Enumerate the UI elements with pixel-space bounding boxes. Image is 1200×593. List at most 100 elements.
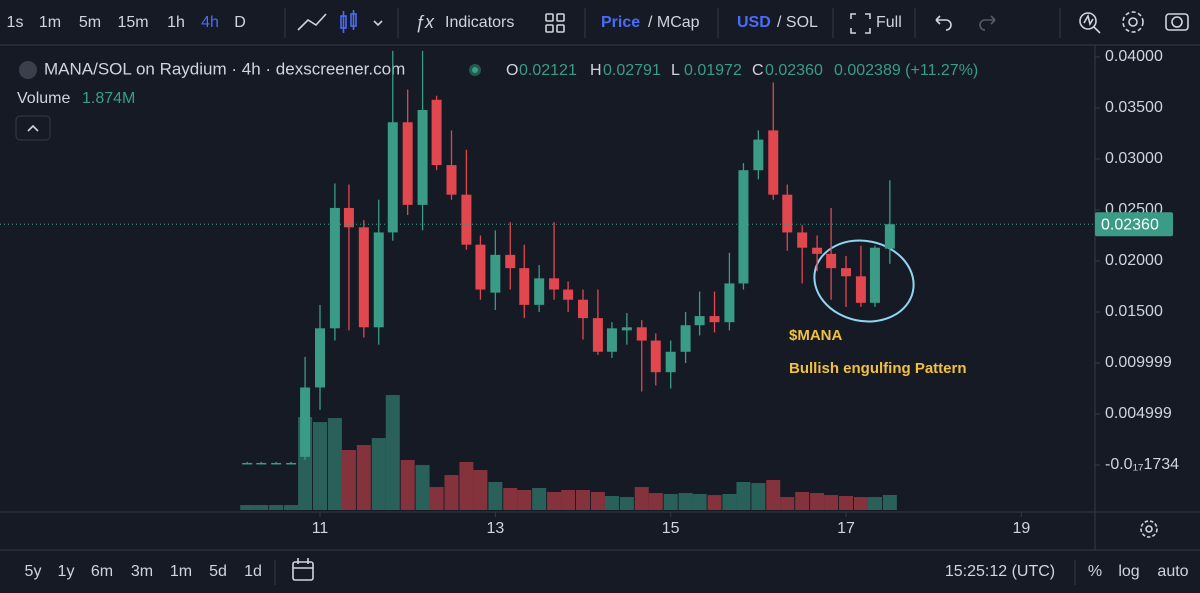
volume-bar: [488, 482, 503, 510]
usd-toggle[interactable]: USD: [737, 14, 771, 31]
volume-bar: [839, 496, 854, 510]
volume-bar: [561, 490, 576, 510]
undo-icon[interactable]: [935, 15, 952, 31]
last-price-label: 0.02360: [1101, 216, 1159, 233]
candle-body: [286, 462, 297, 465]
y-tick-label: 0.02000: [1105, 252, 1163, 269]
volume-bar: [648, 493, 663, 510]
ohlc-value: 0.02121: [519, 62, 577, 79]
status-dot-core: [472, 67, 478, 73]
sol-toggle[interactable]: / SOL: [777, 14, 818, 31]
volume-bar: [240, 505, 255, 510]
y-tick-label: 0.03000: [1105, 150, 1163, 167]
candle-body: [256, 462, 267, 465]
candle-body: [606, 328, 617, 352]
x-tick-label: 11: [312, 520, 329, 537]
volume-bar: [532, 488, 547, 510]
interval-button[interactable]: D: [234, 14, 246, 31]
volume-bar: [576, 490, 591, 510]
percent-toggle[interactable]: %: [1088, 563, 1102, 580]
candle-body: [417, 110, 428, 205]
price-toggle[interactable]: Price: [601, 14, 640, 31]
full-button[interactable]: Full: [876, 14, 902, 31]
mcap-toggle[interactable]: / MCap: [648, 14, 700, 31]
y-tick-label: 0.01500: [1105, 303, 1163, 320]
candle-body: [650, 340, 661, 373]
y-tick-label: 0.03500: [1105, 99, 1163, 116]
token-logo: [19, 61, 37, 79]
volume-bar: [429, 487, 444, 510]
candle-body: [869, 247, 880, 303]
range-button[interactable]: 1d: [244, 563, 262, 580]
x-tick-label: 17: [837, 520, 855, 537]
interval-button[interactable]: 4h: [201, 14, 219, 31]
auto-toggle[interactable]: auto: [1157, 563, 1188, 580]
chevron-icon[interactable]: [373, 20, 383, 27]
volume-bar: [766, 480, 781, 510]
ohlc-value: 0.02360: [765, 62, 823, 79]
volume-bar: [547, 492, 562, 510]
candle-body: [358, 227, 369, 328]
hand-drawn-circle: [813, 239, 915, 323]
x-tick-label: 13: [486, 520, 504, 537]
range-button[interactable]: 3m: [131, 563, 153, 580]
clock: 15:25:12 (UTC): [945, 563, 1055, 580]
candle-body: [709, 316, 720, 323]
range-button[interactable]: 5d: [209, 563, 227, 580]
volume-bar: [853, 497, 868, 510]
range-button[interactable]: 1y: [58, 563, 75, 580]
x-tick-label: 15: [662, 520, 680, 537]
candle-body: [812, 247, 823, 254]
volume-bar: [722, 494, 737, 510]
interval-button[interactable]: 15m: [117, 14, 148, 31]
volume-bar: [751, 483, 766, 510]
line-chart-icon[interactable]: [297, 13, 327, 31]
ohlc-change: 0.002389 (+11.27%): [834, 62, 978, 79]
range-button[interactable]: 5y: [25, 563, 42, 580]
last-price-tag: [1095, 212, 1173, 237]
candle-icon[interactable]: [340, 10, 357, 33]
candle-body: [592, 318, 603, 352]
volume-bar: [619, 497, 634, 510]
volume-bar: [444, 475, 459, 510]
annotation: Bullish engulfing Pattern: [789, 360, 967, 377]
volume-bar: [284, 505, 299, 510]
interval-button[interactable]: 5m: [79, 14, 101, 31]
volume-bar: [590, 492, 605, 510]
date-range-icon[interactable]: [292, 558, 314, 581]
candle-body: [534, 278, 545, 305]
candle-body: [242, 462, 253, 465]
x-tick-label: 19: [1012, 520, 1030, 537]
fx-icon[interactable]: ƒx: [415, 12, 435, 32]
candle-body: [621, 327, 632, 331]
indicators-button[interactable]: Indicators: [445, 14, 514, 31]
fullscreen-icon[interactable]: [850, 13, 871, 34]
layout-icon[interactable]: [545, 13, 565, 33]
alert-icon[interactable]: [1079, 12, 1101, 34]
collapse-icon: [27, 124, 39, 132]
interval-button[interactable]: 1s: [7, 14, 24, 31]
candle-body: [329, 207, 340, 329]
volume-bar: [795, 492, 810, 510]
interval-button[interactable]: 1h: [167, 14, 185, 31]
candle-body: [694, 316, 705, 326]
volume-bar: [356, 445, 371, 510]
redo-icon[interactable]: [979, 15, 996, 31]
volume-bar: [692, 494, 707, 510]
settings-icon[interactable]: [1122, 11, 1144, 33]
collapse-button[interactable]: [15, 115, 51, 141]
candle-body: [475, 244, 486, 290]
candle-body: [841, 268, 852, 277]
axis-settings-icon[interactable]: [1140, 520, 1158, 538]
volume-bar: [459, 462, 474, 510]
range-button[interactable]: 6m: [91, 563, 113, 580]
interval-button[interactable]: 1m: [39, 14, 61, 31]
log-toggle[interactable]: log: [1118, 563, 1139, 580]
candle-body: [549, 278, 560, 290]
volume-bar: [327, 418, 342, 510]
candle-body: [753, 139, 764, 171]
camera-icon[interactable]: [1165, 13, 1189, 31]
candle-body: [300, 387, 311, 457]
range-button[interactable]: 1m: [170, 563, 192, 580]
